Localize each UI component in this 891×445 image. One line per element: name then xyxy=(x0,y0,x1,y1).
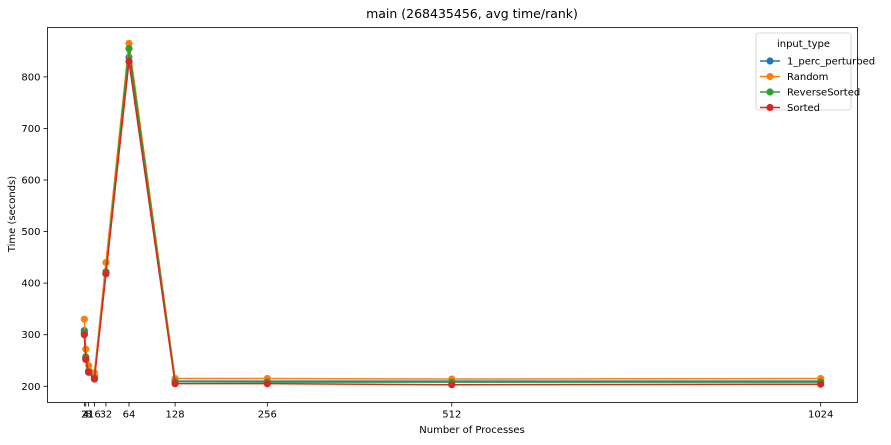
data-point xyxy=(125,57,133,66)
legend-title: input_type xyxy=(777,39,830,50)
series-layer xyxy=(80,39,825,389)
data-point xyxy=(102,270,110,278)
x-tick-label: 1024 xyxy=(808,410,833,421)
x-tick-label: 8 xyxy=(85,410,91,421)
data-point xyxy=(125,44,133,53)
data-point xyxy=(90,375,99,383)
x-tick-label: 4 xyxy=(83,410,89,421)
y-tick-label: 200 xyxy=(21,382,40,393)
legend-entries: 1_perc_perturbed Random ReverseSorted Sorte… xyxy=(760,57,875,114)
data-point xyxy=(82,355,90,364)
data-point xyxy=(80,315,88,323)
y-axis-ticks: 200 300 400 500 600 700 800 xyxy=(21,72,48,393)
legend-box xyxy=(755,32,852,111)
y-tick-label: 800 xyxy=(21,72,40,83)
x-tick-label: 2 xyxy=(81,410,87,421)
y-tick-label: 400 xyxy=(21,279,40,290)
legend-marker xyxy=(766,72,774,81)
x-tick-label: 256 xyxy=(258,410,277,421)
legend-marker xyxy=(766,103,774,112)
x-tick-label: 512 xyxy=(442,410,461,421)
x-tick-label: 16 xyxy=(88,410,101,421)
legend-label: 1_perc_perturbed xyxy=(787,57,875,68)
x-tick-label: 32 xyxy=(100,410,113,421)
data-point xyxy=(85,368,93,376)
series-line-3 xyxy=(83,60,821,386)
y-axis-label: Time (seconds) xyxy=(7,176,18,253)
y-tick-label: 300 xyxy=(21,330,40,341)
y-tick-label: 600 xyxy=(21,176,40,187)
data-point xyxy=(448,381,456,389)
y-tick-label: 700 xyxy=(21,124,40,135)
legend-label: Sorted xyxy=(787,103,820,114)
x-tick-label: 128 xyxy=(166,410,185,421)
data-point xyxy=(817,380,825,388)
y-tick-label: 500 xyxy=(21,227,40,238)
data-point xyxy=(171,380,179,388)
x-tick-label: 64 xyxy=(123,410,136,421)
plot-frame xyxy=(47,27,858,403)
data-point xyxy=(125,39,133,47)
legend-marker xyxy=(766,57,774,65)
chart-title: main (268435456, avg time/rank) xyxy=(366,6,578,21)
data-point xyxy=(80,331,88,339)
legend-marker xyxy=(766,88,774,96)
legend: input_type 1_perc_perturbed Random Reverse… xyxy=(755,32,875,114)
legend-label: Random xyxy=(787,72,828,83)
legend-label: ReverseSorted xyxy=(787,88,860,99)
x-axis-label: Number of Processes xyxy=(419,425,524,436)
data-point xyxy=(263,380,271,388)
